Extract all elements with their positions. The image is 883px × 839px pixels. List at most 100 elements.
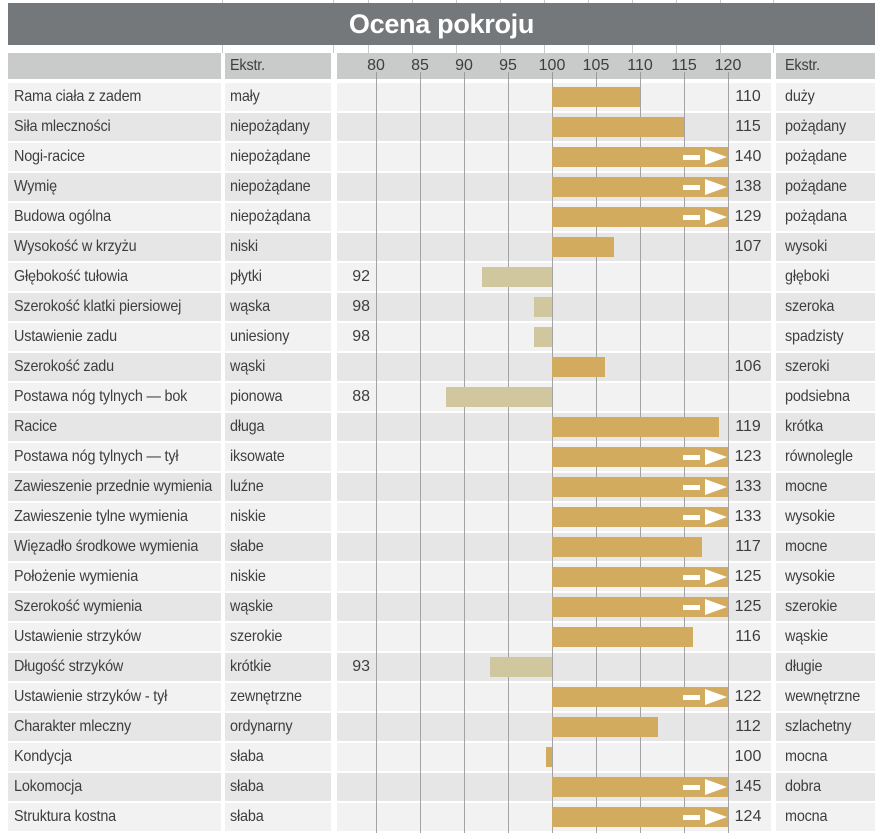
- bar-arrow-dash-icon: [683, 155, 700, 160]
- chart-title-bar: Ocena pokroju: [8, 3, 875, 45]
- header-row: Ekstr. 80 85 90 95 100 105 110 115 120 Ekstr.: [8, 53, 875, 79]
- right-extreme-label: pożądane: [785, 148, 847, 165]
- score-bar: [552, 567, 728, 587]
- right-extreme-label: głęboki: [785, 268, 830, 285]
- trait-label: Rama ciała z zadem: [14, 88, 142, 105]
- left-extreme-label: niepożądana: [230, 208, 311, 225]
- right-extreme-label: dobra: [785, 778, 821, 795]
- score-bar: [534, 297, 552, 317]
- right-value: 107: [734, 238, 762, 255]
- right-value: 123: [734, 448, 762, 465]
- left-value: 98: [352, 298, 370, 315]
- score-bar: [490, 657, 552, 677]
- right-extreme-label: szeroka: [785, 298, 835, 315]
- left-extreme-label: ordynarny: [230, 718, 293, 735]
- score-bar: [552, 717, 658, 737]
- bar-arrow-head-icon: [705, 779, 727, 795]
- axis-tick-mark: [376, 72, 377, 79]
- trait-label: Położenie wymienia: [14, 568, 139, 585]
- right-extreme-label: duży: [785, 88, 815, 105]
- score-bar: [552, 627, 693, 647]
- cell-border-line: [500, 0, 501, 3]
- bar-arrow-dash-icon: [683, 485, 700, 490]
- table-row: Długość strzyków krótkie 93 długie: [8, 653, 875, 681]
- left-extreme-label: niepożądane: [230, 178, 311, 195]
- trait-label: Kondycja: [14, 748, 72, 765]
- right-value: 129: [734, 208, 762, 225]
- axis-tick-label: 80: [367, 57, 385, 74]
- right-extreme-label: wysokie: [785, 508, 835, 525]
- right-extreme-label: pożądana: [785, 208, 847, 225]
- score-bar: [552, 117, 684, 137]
- table-row: Więzadło środkowe wymienia słabe 117 moc…: [8, 533, 875, 561]
- right-value: 115: [735, 118, 761, 135]
- right-extreme-header-label: Ekstr.: [785, 57, 820, 74]
- table-row: Postawa nóg tylnych — bok pionowa 88 pod…: [8, 383, 875, 411]
- left-extreme-label: szerokie: [230, 628, 283, 645]
- table-row: Ustawienie strzyków szerokie 116 wąskie: [8, 623, 875, 651]
- trait-label: Charakter mleczny: [14, 718, 131, 735]
- right-extreme-label: mocne: [785, 538, 828, 555]
- bar-arrow-dash-icon: [683, 185, 700, 190]
- table-row: Budowa ogólna niepożądana 129 pożądana: [8, 203, 875, 231]
- right-extreme-label: spadzisty: [785, 328, 844, 345]
- left-extreme-label: wąskie: [230, 598, 273, 615]
- left-extreme-header-label: Ekstr.: [230, 57, 265, 74]
- bar-arrow-head-icon: [705, 449, 727, 465]
- trait-label: Ustawienie strzyków: [14, 628, 142, 645]
- trait-label: Racice: [14, 418, 57, 435]
- table-row: Rama ciała z zadem mały 110 duży: [8, 83, 875, 111]
- bar-arrow-dash-icon: [683, 455, 700, 460]
- right-extreme-label: wysokie: [785, 568, 835, 585]
- axis-tick-label: 95: [499, 57, 517, 74]
- right-extreme-label: pożądane: [785, 178, 847, 195]
- score-bar: [546, 747, 552, 767]
- score-bar: [552, 447, 728, 467]
- axis-tick-mark: [552, 72, 553, 79]
- left-value: 93: [352, 658, 370, 675]
- right-value: 133: [734, 478, 762, 495]
- bar-arrow-head-icon: [705, 479, 727, 495]
- cell-border-line: [500, 45, 501, 53]
- score-bar: [552, 237, 614, 257]
- bar-arrow-head-icon: [705, 809, 727, 825]
- trait-label: Długość strzyków: [14, 658, 124, 675]
- cell-border-line: [632, 45, 633, 53]
- trait-label: Wysokość w krzyżu: [14, 238, 137, 255]
- table-row: Lokomocja słaba 145 dobra: [8, 773, 875, 801]
- left-value: 98: [352, 328, 370, 345]
- left-extreme-label: płytki: [230, 268, 262, 285]
- trait-label: Szerokość zadu: [14, 358, 114, 375]
- cell-border-line: [222, 0, 223, 3]
- right-value: 112: [735, 718, 761, 735]
- right-extreme-label: równolegle: [785, 448, 853, 465]
- axis-tick-label: 115: [671, 57, 697, 74]
- bar-arrow-dash-icon: [683, 215, 700, 220]
- score-bar: [552, 177, 728, 197]
- right-extreme-label: szerokie: [785, 598, 838, 615]
- bar-arrow-dash-icon: [683, 515, 700, 520]
- right-extreme-label: krótka: [785, 418, 824, 435]
- axis-tick-mark: [728, 72, 729, 79]
- left-extreme-label: niskie: [230, 508, 266, 525]
- right-value: 116: [735, 628, 761, 645]
- table-row: Racice długa 119 krótka: [8, 413, 875, 441]
- cell-border-line: [456, 0, 457, 3]
- table-row: Szerokość zadu wąski 106 szeroki: [8, 353, 875, 381]
- table-row: Ustawienie zadu uniesiony 98 spadzisty: [8, 323, 875, 351]
- trait-label: Postawa nóg tylnych — bok: [14, 388, 188, 405]
- left-extreme-label: słaba: [230, 778, 264, 795]
- trait-label: Ustawienie zadu: [14, 328, 117, 345]
- cell-border-line: [676, 45, 677, 53]
- left-extreme-label: długa: [230, 418, 265, 435]
- right-value: 110: [735, 88, 761, 105]
- bar-arrow-dash-icon: [683, 575, 700, 580]
- axis-tick-label: 120: [714, 57, 742, 74]
- score-bar: [552, 477, 728, 497]
- table-row: Nogi-racice niepożądane 140 pożądane: [8, 143, 875, 171]
- trait-label: Ustawienie strzyków - tył: [14, 688, 168, 705]
- table-row: Głębokość tułowia płytki 92 głęboki: [8, 263, 875, 291]
- bar-arrow-head-icon: [705, 209, 727, 225]
- table-row: Zawieszenie przednie wymienia luźne 133 …: [8, 473, 875, 501]
- cell-border-line: [632, 0, 633, 3]
